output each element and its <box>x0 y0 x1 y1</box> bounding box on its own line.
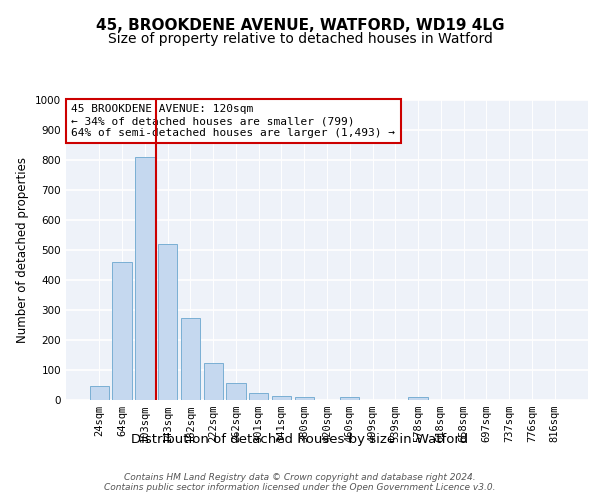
Text: Contains HM Land Registry data © Crown copyright and database right 2024.
Contai: Contains HM Land Registry data © Crown c… <box>104 472 496 492</box>
Bar <box>272 396 291 400</box>
Bar <box>181 318 200 400</box>
Bar <box>249 394 268 400</box>
Bar <box>135 157 155 400</box>
Text: 45, BROOKDENE AVENUE, WATFORD, WD19 4LG: 45, BROOKDENE AVENUE, WATFORD, WD19 4LG <box>96 18 504 32</box>
Bar <box>295 397 314 400</box>
Y-axis label: Number of detached properties: Number of detached properties <box>16 157 29 343</box>
Bar <box>203 362 223 400</box>
Bar <box>112 262 132 400</box>
Bar <box>158 244 178 400</box>
Bar <box>340 397 359 400</box>
Text: Distribution of detached houses by size in Watford: Distribution of detached houses by size … <box>131 432 469 446</box>
Bar <box>409 397 428 400</box>
Bar <box>90 386 109 400</box>
Bar <box>226 382 245 400</box>
Text: Size of property relative to detached houses in Watford: Size of property relative to detached ho… <box>107 32 493 46</box>
Text: 45 BROOKDENE AVENUE: 120sqm
← 34% of detached houses are smaller (799)
64% of se: 45 BROOKDENE AVENUE: 120sqm ← 34% of det… <box>71 104 395 138</box>
